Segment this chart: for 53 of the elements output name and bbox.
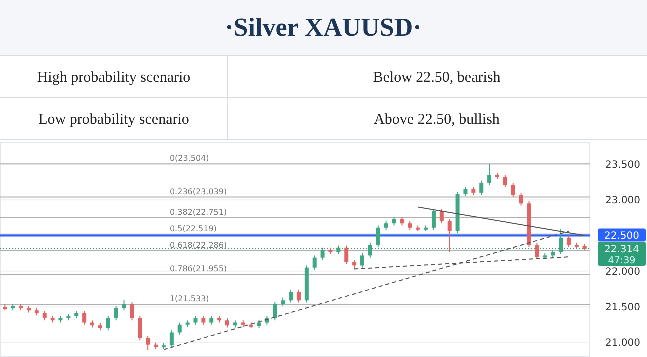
candlestick [320,247,325,260]
candlestick [480,180,484,196]
candlestick [106,316,110,332]
ref-line-label: 22.500 [604,231,640,242]
text: Below 22.50, bearish [373,70,502,86]
candlestick [511,182,516,198]
text: Above 22.50, bullish [374,112,500,128]
ref-line-label: 0.786(21.955) [170,264,228,274]
candlestick [352,259,357,270]
candlestick [146,336,150,352]
y-tick-label: 22.000 [606,266,640,278]
candlestick [226,318,230,328]
ref-line-label: 0.618(22.286) [170,241,228,250]
ref-line-label: 0.5(22.519) [170,224,217,234]
ref-line-label: 0(23.504) [170,154,210,164]
candlestick [360,253,364,268]
y-tick-label: 23.500 [606,160,640,171]
candlestick [432,208,436,231]
candlestick [170,330,174,348]
candlestick [376,225,380,248]
candlestick [535,242,540,260]
text: ·Silver XAUUSD· [225,13,422,42]
candlestick [312,255,317,270]
candlestick [122,299,126,312]
candlestick [82,310,87,326]
candlestick [178,322,182,336]
candlestick [344,245,349,265]
candlestick [368,242,372,258]
candlestick [488,164,492,186]
candlestick [440,208,444,224]
candlestick [296,289,301,304]
candlestick [138,316,142,342]
candlestick [519,192,524,206]
ref-line-label: 0.236(23.039) [170,187,228,196]
candlestick [289,289,294,304]
candlestick [464,186,468,197]
text: Low probability scenario [38,112,190,128]
y-tick-label: 21.000 [606,338,640,350]
candlestick [566,235,571,248]
candlestick [130,302,134,322]
y-tick-label: 23.000 [606,196,640,207]
ref-line-label: 1(21.533) [170,294,210,304]
candlestick [273,302,278,322]
candlestick [448,218,452,253]
ref-line-label: 0.382(22.751) [170,208,228,217]
text: High probability scenario [37,70,191,86]
text: 47:39 [608,256,636,266]
candlestick [503,174,508,188]
candlestick [559,228,564,255]
y-tick-label: 21.500 [606,302,640,314]
ref-line-label: 22.314 [604,244,640,256]
candlestick [42,310,47,322]
candlestick [114,306,118,322]
